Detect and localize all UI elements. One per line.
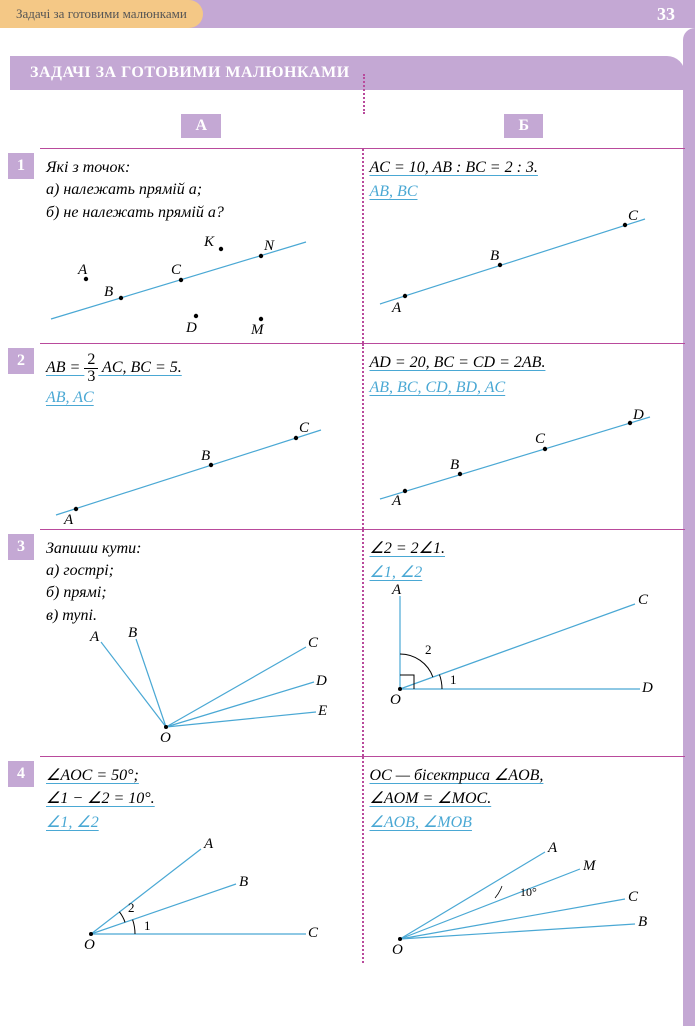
cell-b: AD = 20, BC = CD = 2AB. AB, BC, CD, BD, A… xyxy=(364,344,686,528)
svg-text:A: A xyxy=(77,262,88,278)
given-text: OC — бісектриса ∠AOB, xyxy=(370,765,676,787)
svg-text:1: 1 xyxy=(144,918,151,933)
breadcrumb-tab: Задачі за готовими малюнками xyxy=(0,0,203,28)
svg-text:O: O xyxy=(160,730,171,746)
svg-text:C: C xyxy=(308,635,319,651)
find-text: ∠AOB, ∠MOB xyxy=(370,812,676,834)
column-headers: А Б xyxy=(40,114,685,138)
cell-b: OC — бісектриса ∠AOB,∠AOM = ∠MOC.∠AOB, ∠… xyxy=(364,757,686,963)
exercise-row: 3 Запиши кути:а) гострі;б) прямі;в) тупі… xyxy=(40,529,685,757)
svg-text:10°: 10° xyxy=(520,885,537,899)
svg-text:C: C xyxy=(299,420,310,436)
svg-text:C: C xyxy=(638,592,649,608)
diagram-svg: A B C D xyxy=(370,399,660,514)
find-text: ∠1, ∠2 xyxy=(370,562,676,584)
find-text: AB, AC xyxy=(46,387,352,409)
svg-text:D: D xyxy=(315,673,327,689)
given-text: ∠2 = 2∠1. xyxy=(370,538,676,560)
row-number: 4 xyxy=(8,761,34,787)
page-number: 33 xyxy=(657,4,675,25)
exercise-row: 4 ∠AOC = 50°;∠1 − ∠2 = 10°.∠1, ∠2ABCO12 … xyxy=(40,756,685,963)
svg-text:A: A xyxy=(391,493,402,509)
svg-text:A: A xyxy=(63,512,74,525)
find-text: AB, BC xyxy=(370,181,676,203)
diagram-svg: A C D O 1 2 xyxy=(370,584,660,709)
svg-text:B: B xyxy=(128,627,137,641)
cell-a: Які з точок:а) належать прямій a;б) не н… xyxy=(40,149,364,343)
given-text: ∠1 − ∠2 = 10°. xyxy=(46,788,352,810)
cell-b: ∠2 = 2∠1.∠1, ∠2A C D O 1 2 xyxy=(364,530,686,757)
diagram-svg: A B C xyxy=(46,410,336,525)
exercise-row: 2 AB = 23 AC, BC = 5.AB, ACABC AD = 20, … xyxy=(40,343,685,528)
svg-text:A: A xyxy=(203,836,214,852)
svg-text:2: 2 xyxy=(425,642,432,657)
svg-text:B: B xyxy=(450,457,459,473)
cell-a: ∠AOC = 50°;∠1 − ∠2 = 10°.∠1, ∠2 A B C O 12 xyxy=(40,757,364,963)
col-b-badge: Б xyxy=(504,114,543,138)
svg-text:A: A xyxy=(547,840,558,856)
given-text: ∠AOC = 50°; xyxy=(46,765,352,787)
svg-text:B: B xyxy=(490,248,499,264)
svg-text:M: M xyxy=(582,858,597,874)
svg-text:A: A xyxy=(391,584,402,598)
svg-text:C: C xyxy=(628,208,639,224)
svg-text:C: C xyxy=(628,889,639,905)
given-text: AC = 10, AB : BC = 2 : 3. xyxy=(370,157,676,179)
diagram-svg: A M CB O 10° xyxy=(370,834,660,959)
svg-text:C: C xyxy=(171,262,182,278)
diagram-svg: A B C DE O xyxy=(46,627,336,752)
svg-text:D: D xyxy=(641,680,653,696)
svg-text:O: O xyxy=(390,692,401,708)
svg-text:D: D xyxy=(185,320,197,336)
task-text: Запиши кути:а) гострі;б) прямі;в) тупі. xyxy=(46,538,352,628)
given-text: ∠AOM = ∠MOC. xyxy=(370,788,676,810)
svg-text:D: D xyxy=(632,407,644,423)
top-bar: Задачі за готовими малюнками 33 xyxy=(0,0,695,28)
given-text: AD = 20, BC = CD = 2AB. xyxy=(370,352,676,374)
content-area: А Б 1 Які з точок:а) належать прямій a;б… xyxy=(0,114,695,973)
section-title: ЗАДАЧІ ЗА ГОТОВИМИ МАЛЮНКАМИ xyxy=(10,56,685,90)
find-text: ∠1, ∠2 xyxy=(46,812,352,834)
svg-text:C: C xyxy=(535,431,546,447)
col-a-badge: А xyxy=(181,114,221,138)
task-text: Які з точок:а) належать прямій a;б) не н… xyxy=(46,157,352,224)
given-text: AB = 23 AC, BC = 5. xyxy=(46,352,352,385)
svg-text:B: B xyxy=(638,914,647,930)
exercise-row: 1 Які з точок:а) належать прямій a;б) не… xyxy=(40,148,685,343)
row-number: 1 xyxy=(8,153,34,179)
row-number: 2 xyxy=(8,348,34,374)
svg-text:1: 1 xyxy=(450,672,457,687)
svg-text:B: B xyxy=(239,874,248,890)
cell-a: Запиши кути:а) гострі;б) прямі;в) тупі.A… xyxy=(40,530,364,757)
cell-b: AC = 10, AB : BC = 2 : 3.AB, BC A B C xyxy=(364,149,686,343)
diagram-svg: A B C O 12 xyxy=(46,834,336,959)
svg-text:B: B xyxy=(201,448,210,464)
svg-text:K: K xyxy=(203,234,215,250)
svg-text:C: C xyxy=(308,925,319,941)
svg-text:O: O xyxy=(392,942,403,958)
svg-text:E: E xyxy=(317,703,327,719)
svg-text:M: M xyxy=(250,322,265,338)
svg-text:A: A xyxy=(391,300,402,316)
svg-text:2: 2 xyxy=(128,900,135,915)
find-text: AB, BC, CD, BD, AC xyxy=(370,377,676,399)
svg-text:N: N xyxy=(263,238,275,254)
diagram-svg: A B C xyxy=(370,204,660,319)
svg-text:A: A xyxy=(89,629,100,645)
svg-text:O: O xyxy=(84,937,95,953)
diagram-svg: AB C D K M N xyxy=(46,224,336,339)
row-number: 3 xyxy=(8,534,34,560)
svg-text:B: B xyxy=(104,284,113,300)
cell-a: AB = 23 AC, BC = 5.AB, AC A B C xyxy=(40,344,364,528)
